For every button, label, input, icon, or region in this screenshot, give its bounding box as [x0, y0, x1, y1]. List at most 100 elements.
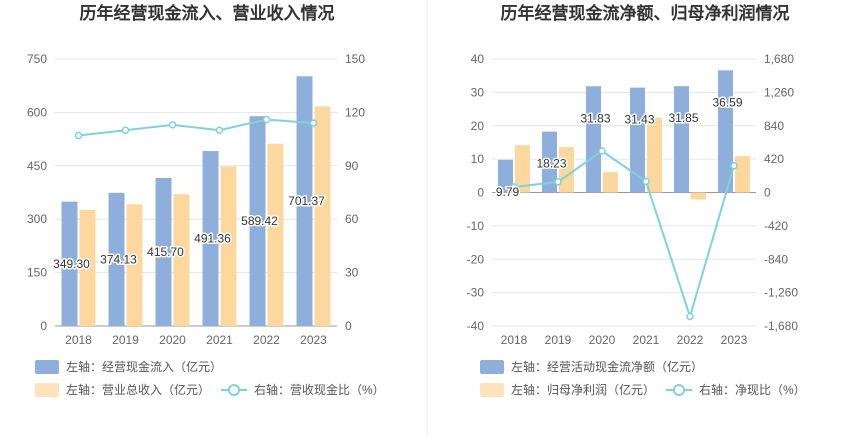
right-chart-bar-secondary	[515, 145, 530, 193]
left-chart-data-label: 589.42	[241, 214, 278, 228]
left-chart-left-tick: 150	[27, 266, 47, 280]
right-chart-left-tick: 10	[471, 152, 485, 166]
legend-label-revenue: 左轴：营业总收入（亿元）	[66, 382, 210, 397]
right-chart-legend: 左轴：经营活动现金流净额（亿元） 左轴：归母净利润（亿元） 右轴：净现比（%）	[480, 359, 806, 397]
right-chart-right-tick: -840	[764, 252, 788, 266]
left-chart-left-tick: 0	[40, 319, 47, 333]
right-chart-ratio-point	[598, 147, 606, 155]
left-chart-ratio-point	[74, 131, 83, 140]
right-chart-x-tick: 2023	[721, 333, 748, 347]
left-chart-data-label: 491.36	[194, 232, 231, 246]
right-chart-plot: -40 -30 -20 -10 0 10 20 30 40 -1,680 -1,260 -840 -42…	[467, 52, 799, 347]
legend-label-net-profit: 左轴：归母净利润（亿元）	[511, 382, 655, 397]
right-chart-ratio-point	[554, 178, 562, 186]
right-chart-right-tick: 1,260	[764, 85, 794, 99]
right-chart-right-tick: -1,260	[764, 286, 798, 300]
left-chart-right-tick: 120	[345, 105, 365, 119]
left-chart-x-tick: 2021	[206, 333, 233, 347]
right-chart-ratio-point	[730, 162, 738, 170]
left-chart-data-label: 374.13	[100, 252, 137, 266]
left-chart-bar-primary	[296, 76, 313, 326]
left-chart-ratio-line	[78, 118, 314, 137]
right-chart-ratio-point	[642, 177, 650, 186]
right-chart-ratio-point	[686, 312, 694, 321]
right-chart-right-tick: -1,680	[764, 319, 798, 333]
right-chart-bar-secondary	[559, 147, 574, 193]
left-chart-bar-primary	[155, 178, 172, 326]
left-chart-x-tick: 2018	[65, 333, 92, 347]
left-chart-bar-primary	[108, 192, 125, 326]
left-chart-ratio-point	[309, 119, 318, 127]
left-chart-x-tick: 2023	[300, 333, 327, 347]
left-chart-ratio-point	[121, 126, 130, 134]
left-chart-bar-primary	[249, 116, 266, 327]
left-chart-left-tick: 600	[27, 105, 47, 119]
right-chart-left-tick: 20	[471, 119, 485, 133]
right-chart-data-label: 18.23	[537, 157, 567, 171]
left-chart-legend: 左轴：经营现金流入（亿元） 左轴：营业总收入（亿元） 右轴：营收现金比（%）	[35, 359, 385, 397]
legend-swatch-net-profit	[480, 383, 504, 397]
right-chart-right-tick: 1,680	[764, 52, 794, 66]
left-chart-x-tick: 2019	[112, 333, 139, 347]
left-chart-data-label: 701.37	[288, 194, 325, 208]
left-chart-plot: 0 150 300 450 600 750 0 30 60 90 120 150 2018 2019 202…	[27, 52, 365, 347]
left-chart-bar-secondary	[79, 209, 96, 326]
left-chart-ratio-point	[168, 121, 177, 129]
left-chart-right-tick: 60	[345, 212, 359, 226]
right-chart-x-tick: 2022	[677, 333, 704, 347]
right-chart-right-tick: 420	[764, 152, 784, 166]
right-chart-left-tick: 30	[471, 85, 485, 99]
left-chart-ratio-point	[215, 126, 224, 134]
left-chart-left-tick: 450	[27, 159, 47, 173]
legend-marker-net-ratio	[673, 384, 685, 396]
right-chart-left-tick: -20	[467, 252, 485, 266]
legend-label-cash-inflow: 左轴：经营现金流入（亿元）	[66, 359, 222, 374]
right-chart-bar-primary	[718, 70, 733, 193]
right-chart-x-tick: 2019	[545, 333, 572, 347]
left-chart-title: 历年经营现金流入、营业收入情况	[80, 3, 335, 24]
right-chart-right-tick: 0	[764, 186, 771, 200]
right-chart-left-tick: -30	[467, 286, 485, 300]
left-chart-data-label: 349.30	[53, 257, 90, 271]
right-chart-bar-primary	[630, 87, 645, 193]
right-chart-title: 历年经营现金流净额、归母净利润情况	[501, 3, 790, 24]
left-chart-bar-secondary	[267, 143, 284, 326]
left-chart-ratio-point	[262, 115, 271, 124]
left-chart-x-tick: 2020	[159, 333, 186, 347]
right-chart-bar-primary	[542, 131, 557, 193]
legend-label-net-ratio: 右轴：净现比（%）	[699, 382, 806, 397]
right-chart-ratio-line	[513, 149, 735, 320]
right-chart-data-label: 31.83	[581, 111, 611, 125]
right-chart-data-label: 31.43	[625, 113, 655, 127]
right-chart-x-tick: 2020	[589, 333, 616, 347]
right-chart-bar-secondary	[735, 156, 750, 193]
left-chart-bar-secondary	[173, 194, 190, 326]
legend-label-net-cash: 左轴：经营活动现金流净额（亿元）	[511, 359, 703, 374]
right-chart-left-tick: -10	[467, 219, 485, 233]
right-chart-x-tick: 2021	[633, 333, 660, 347]
right-chart-bar-primary	[498, 159, 513, 193]
right-chart-right-tick: -420	[764, 219, 788, 233]
right-chart-data-label: 36.59	[713, 95, 743, 109]
left-chart-right-tick: 90	[345, 159, 359, 173]
legend-label-ratio: 右轴：营收现金比（%）	[254, 382, 385, 397]
left-chart-bar-primary	[61, 201, 78, 326]
left-chart-bar-secondary	[126, 204, 143, 326]
right-chart-left-tick: 40	[471, 52, 485, 66]
right-chart-data-label: 9.79	[496, 185, 520, 199]
right-chart-bar-primary	[586, 86, 601, 193]
left-chart-x-tick: 2022	[253, 333, 280, 347]
left-chart-right-tick: 30	[345, 266, 359, 280]
left-chart-left-tick: 750	[27, 52, 47, 66]
right-chart-bar-secondary	[647, 117, 662, 193]
left-chart-right-tick: 0	[345, 319, 352, 333]
right-chart-right-tick: 840	[764, 119, 784, 133]
left-chart-right-tick: 150	[345, 52, 365, 66]
right-chart-ratio-point	[510, 183, 518, 191]
right-chart-left-tick: 0	[477, 186, 484, 200]
legend-marker-ratio	[228, 384, 240, 396]
right-chart-data-label: 31.85	[669, 111, 699, 125]
left-chart-bar-secondary	[314, 106, 331, 327]
